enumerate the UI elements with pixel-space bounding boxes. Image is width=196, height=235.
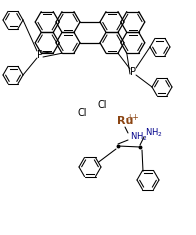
Text: P: P (130, 67, 136, 77)
Text: Cl: Cl (77, 108, 87, 118)
Text: NH$_2$: NH$_2$ (145, 127, 162, 139)
Text: NH$_2$: NH$_2$ (130, 131, 148, 143)
Text: ++: ++ (127, 113, 139, 121)
Text: Cl: Cl (97, 100, 107, 110)
Text: P: P (37, 50, 43, 60)
Text: Ru: Ru (117, 116, 133, 126)
